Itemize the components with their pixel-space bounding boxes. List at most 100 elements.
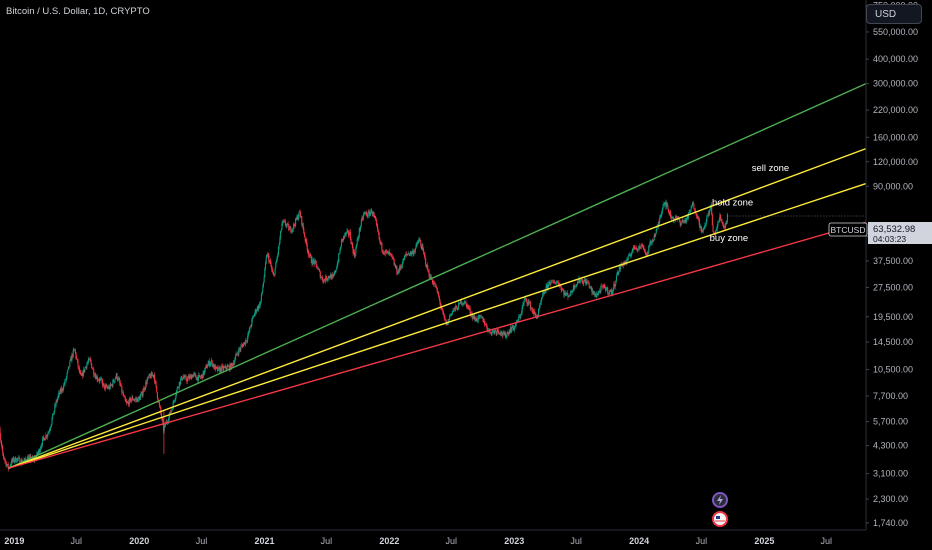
candle-body xyxy=(713,231,715,233)
candle-body xyxy=(273,274,275,275)
candle-body xyxy=(154,374,156,382)
trend-lines[interactable] xyxy=(8,83,867,469)
candle-body xyxy=(234,356,236,360)
candle-body xyxy=(64,379,66,385)
candle-body xyxy=(218,367,220,368)
candle-body xyxy=(523,299,525,304)
candle-body xyxy=(546,284,548,286)
candle-body xyxy=(126,402,128,404)
symbol-legend[interactable]: Bitcoin / U.S. Dollar, 1D, CRYPTO xyxy=(6,6,150,17)
candle-body xyxy=(251,317,254,320)
time-tick-label: Jul xyxy=(196,536,208,546)
candle-body xyxy=(256,307,258,311)
candle-body xyxy=(50,426,52,430)
candle-body xyxy=(175,395,177,399)
candle-body xyxy=(503,333,505,336)
candle-body xyxy=(453,308,455,311)
candle-body xyxy=(581,279,583,281)
candle-body xyxy=(171,409,173,410)
candle-body xyxy=(2,448,4,454)
candle-body xyxy=(360,225,362,230)
candle-body xyxy=(119,379,121,384)
candle-body xyxy=(375,220,377,223)
candle-body xyxy=(477,315,479,321)
candle-body xyxy=(499,333,501,335)
candle-body xyxy=(149,375,152,379)
candle-body xyxy=(451,311,453,315)
candle-body xyxy=(696,214,698,217)
candle-body xyxy=(4,460,7,462)
candle-body xyxy=(570,291,572,296)
candle-body xyxy=(100,378,102,380)
candle-body xyxy=(46,435,48,438)
candle-body xyxy=(562,289,564,292)
candle-body xyxy=(468,307,470,309)
candle-body xyxy=(264,267,266,277)
candle-body xyxy=(371,209,373,213)
candle-body xyxy=(655,233,657,237)
candle-body xyxy=(704,225,706,228)
candle-body xyxy=(136,398,138,400)
candle-body xyxy=(513,328,515,331)
candle-body xyxy=(391,254,393,258)
candle-body xyxy=(17,457,20,459)
candle-body xyxy=(485,323,488,327)
candle-body xyxy=(80,374,82,376)
candle-body xyxy=(238,348,241,350)
candle-body xyxy=(683,220,685,222)
candle-body xyxy=(200,376,202,378)
candle-body xyxy=(382,251,384,254)
candle-body xyxy=(170,411,172,414)
candle-body xyxy=(545,285,547,292)
candle-body xyxy=(229,364,231,371)
candle-body xyxy=(61,388,63,392)
candle-body xyxy=(607,287,609,294)
candle-body xyxy=(681,222,683,224)
candle-body xyxy=(392,258,395,260)
candle-body xyxy=(290,227,292,232)
candle-body xyxy=(695,212,697,215)
candle-body xyxy=(396,266,398,274)
candle-body xyxy=(17,458,19,459)
candle-body xyxy=(425,258,427,265)
candle-body xyxy=(239,349,241,350)
time-axis[interactable]: 2019 Jul 2020 Jul 2021 Jul 2022 Jul 2023 Jul 2024 J… xyxy=(0,529,866,546)
candle-body xyxy=(206,366,208,369)
candle-body xyxy=(405,253,408,255)
candle-body xyxy=(658,222,660,223)
candle-body xyxy=(278,244,280,247)
candle-body xyxy=(583,281,585,284)
candle-body xyxy=(444,316,446,320)
time-tick-label: 2020 xyxy=(129,536,149,546)
candle-body xyxy=(377,230,379,233)
candle-body xyxy=(19,458,21,465)
candle-body xyxy=(223,367,225,370)
candle-body xyxy=(339,248,341,254)
candle-body xyxy=(207,363,209,367)
candle-body xyxy=(542,293,544,298)
candle-body xyxy=(81,372,83,376)
candle-body xyxy=(187,376,189,379)
candle-body xyxy=(366,213,368,217)
candle-body xyxy=(114,378,116,382)
event-markers[interactable] xyxy=(712,492,728,527)
candle-body xyxy=(97,379,100,381)
candle-body xyxy=(347,230,349,232)
candle-body xyxy=(127,402,129,403)
candle-body xyxy=(400,266,402,268)
candle-body xyxy=(417,242,419,244)
candle-body xyxy=(253,316,255,317)
candle-body xyxy=(271,269,273,272)
candle-body xyxy=(334,271,336,275)
candle-body xyxy=(605,288,607,291)
candle-body xyxy=(332,275,334,277)
candle-body xyxy=(182,376,184,379)
candle-body xyxy=(179,381,181,384)
candle-body xyxy=(676,216,678,218)
candle-body xyxy=(183,376,185,378)
candle-body xyxy=(536,316,538,319)
currency-button[interactable]: USD xyxy=(866,4,922,24)
candle-body xyxy=(416,243,418,245)
